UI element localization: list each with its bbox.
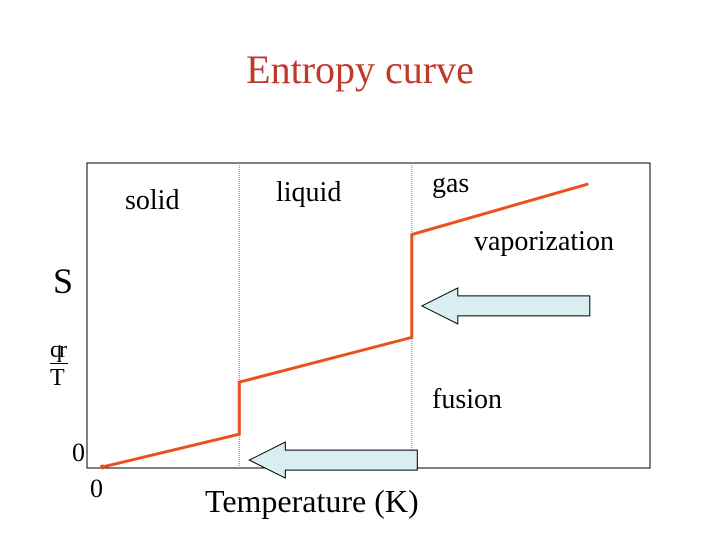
fraction-bar xyxy=(50,363,68,364)
x-origin-label: 0 xyxy=(90,474,103,503)
y-axis-fraction: qr T xyxy=(50,338,68,390)
region-label-solid: solid xyxy=(125,185,180,216)
vaporization-arrow xyxy=(420,287,591,325)
fusion-label: fusion xyxy=(432,384,502,415)
fusion-arrow xyxy=(248,441,418,479)
chart-title: Entropy curve xyxy=(246,47,474,92)
region-label-liquid: liquid xyxy=(276,177,342,208)
region-label-gas: gas xyxy=(432,168,470,199)
fraction-denominator: T xyxy=(50,365,65,391)
y-axis-label: S xyxy=(53,261,74,301)
vaporization-label: vaporization xyxy=(474,226,614,257)
fraction-numerator: qr xyxy=(50,337,67,363)
origin-marker xyxy=(99,464,105,470)
entropy-line xyxy=(102,182,589,469)
y-origin-label: 0 xyxy=(72,438,85,467)
x-axis-label: Temperature (K) xyxy=(205,483,419,519)
